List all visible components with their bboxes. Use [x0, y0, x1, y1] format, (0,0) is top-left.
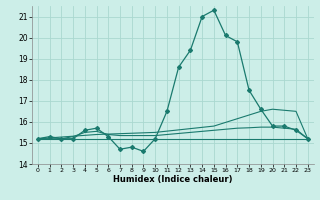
- X-axis label: Humidex (Indice chaleur): Humidex (Indice chaleur): [113, 175, 233, 184]
